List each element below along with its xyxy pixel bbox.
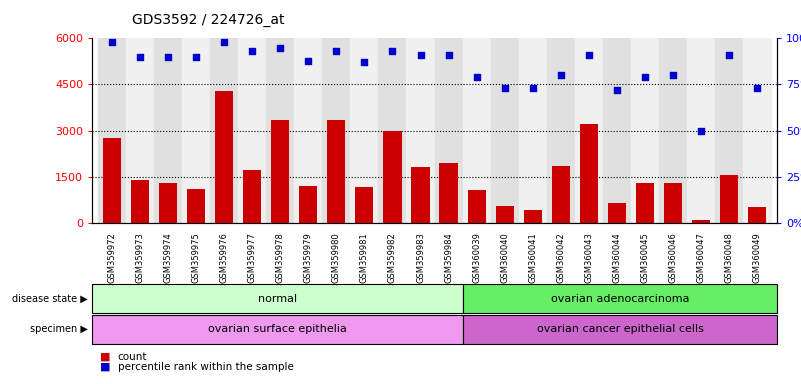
Bar	[266, 38, 294, 223]
Bar	[463, 315, 777, 344]
Point	[414, 52, 427, 58]
Point	[470, 74, 483, 80]
Bar	[271, 120, 289, 223]
Text: ovarian surface epithelia: ovarian surface epithelia	[208, 324, 347, 334]
Point	[190, 54, 203, 60]
Bar	[603, 38, 631, 223]
Bar	[238, 38, 266, 223]
Point	[751, 85, 763, 91]
Bar	[496, 205, 513, 223]
Bar	[715, 38, 743, 223]
Bar	[412, 167, 429, 223]
Bar	[384, 131, 401, 223]
Point	[498, 85, 511, 91]
Point	[162, 54, 175, 60]
Bar	[743, 38, 771, 223]
Bar	[468, 190, 485, 223]
Point	[582, 52, 595, 58]
Bar	[440, 163, 457, 223]
Point	[694, 127, 707, 134]
Bar	[547, 38, 575, 223]
Text: count: count	[118, 352, 147, 362]
Bar	[519, 38, 547, 223]
Bar	[748, 207, 767, 223]
Bar	[463, 38, 491, 223]
Bar	[608, 203, 626, 223]
Bar	[406, 38, 435, 223]
Point	[134, 54, 147, 60]
Point	[554, 72, 567, 78]
Bar	[210, 38, 238, 223]
Bar	[92, 284, 463, 313]
Point	[358, 59, 371, 65]
Bar	[580, 124, 598, 223]
Text: ovarian adenocarcinoma: ovarian adenocarcinoma	[551, 293, 690, 304]
Bar	[524, 210, 542, 223]
Bar	[552, 166, 570, 223]
Bar	[187, 189, 205, 223]
Bar	[720, 175, 739, 223]
Point	[386, 48, 399, 55]
Bar	[378, 38, 406, 223]
Bar	[182, 38, 210, 223]
Bar	[154, 38, 182, 223]
Point	[610, 87, 623, 93]
Bar	[463, 284, 777, 313]
Point	[442, 52, 455, 58]
Point	[302, 58, 315, 64]
Bar	[664, 183, 682, 223]
Bar	[659, 38, 687, 223]
Text: ovarian cancer epithelial cells: ovarian cancer epithelial cells	[537, 324, 703, 334]
Bar	[159, 183, 177, 223]
Bar	[327, 120, 345, 223]
Bar	[350, 38, 378, 223]
Text: ■: ■	[100, 362, 111, 372]
Bar	[126, 38, 154, 223]
Point	[274, 45, 287, 51]
Bar	[636, 183, 654, 223]
Point	[666, 72, 679, 78]
Point	[218, 39, 231, 45]
Bar	[103, 138, 121, 223]
Bar	[435, 38, 463, 223]
Bar	[356, 187, 373, 223]
Bar	[631, 38, 659, 223]
Bar	[98, 38, 126, 223]
Text: normal: normal	[258, 293, 297, 304]
Text: ■: ■	[100, 352, 111, 362]
Bar	[215, 91, 233, 223]
Bar	[575, 38, 603, 223]
Bar	[692, 220, 710, 223]
Bar	[243, 170, 261, 223]
Bar	[92, 315, 463, 344]
Text: GDS3592 / 224726_at: GDS3592 / 224726_at	[132, 13, 284, 27]
Point	[246, 48, 259, 55]
Bar	[491, 38, 519, 223]
Text: disease state ▶: disease state ▶	[12, 293, 88, 304]
Bar	[294, 38, 322, 223]
Text: percentile rank within the sample: percentile rank within the sample	[118, 362, 294, 372]
Point	[638, 74, 651, 80]
Point	[723, 52, 735, 58]
Text: specimen ▶: specimen ▶	[30, 324, 88, 334]
Point	[526, 85, 539, 91]
Bar	[687, 38, 715, 223]
Point	[330, 48, 343, 55]
Bar	[322, 38, 350, 223]
Bar	[131, 180, 149, 223]
Bar	[299, 186, 317, 223]
Point	[106, 39, 119, 45]
